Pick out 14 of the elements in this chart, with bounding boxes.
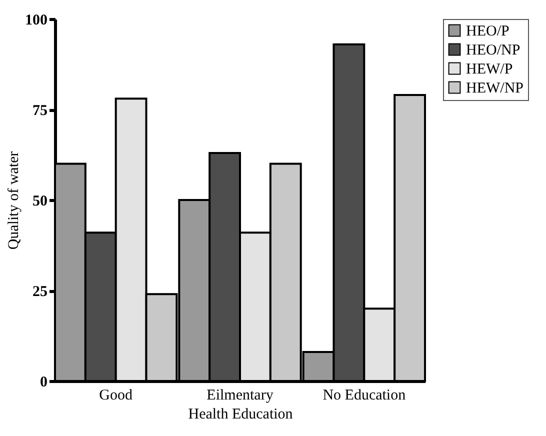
legend-label: HEO/P <box>466 24 510 40</box>
legend-label: HEO/NP <box>466 42 520 58</box>
y-tick-label: 0 <box>40 374 48 390</box>
x-axis-title: Health Education <box>188 406 294 422</box>
y-tick-label: 50 <box>32 194 48 210</box>
y-tick-label: 25 <box>32 284 48 300</box>
x-tick-label: Eilmentary <box>206 388 274 404</box>
y-axis-title: Quality of water <box>6 151 22 250</box>
legend-label: HEW/NP <box>466 80 524 96</box>
y-tick-label: 75 <box>32 103 48 119</box>
y-tick-label: 100 <box>25 12 48 28</box>
x-tick-label: No Education <box>322 388 406 404</box>
legend-label: HEW/P <box>466 62 513 78</box>
x-tick-label: Good <box>99 388 133 404</box>
